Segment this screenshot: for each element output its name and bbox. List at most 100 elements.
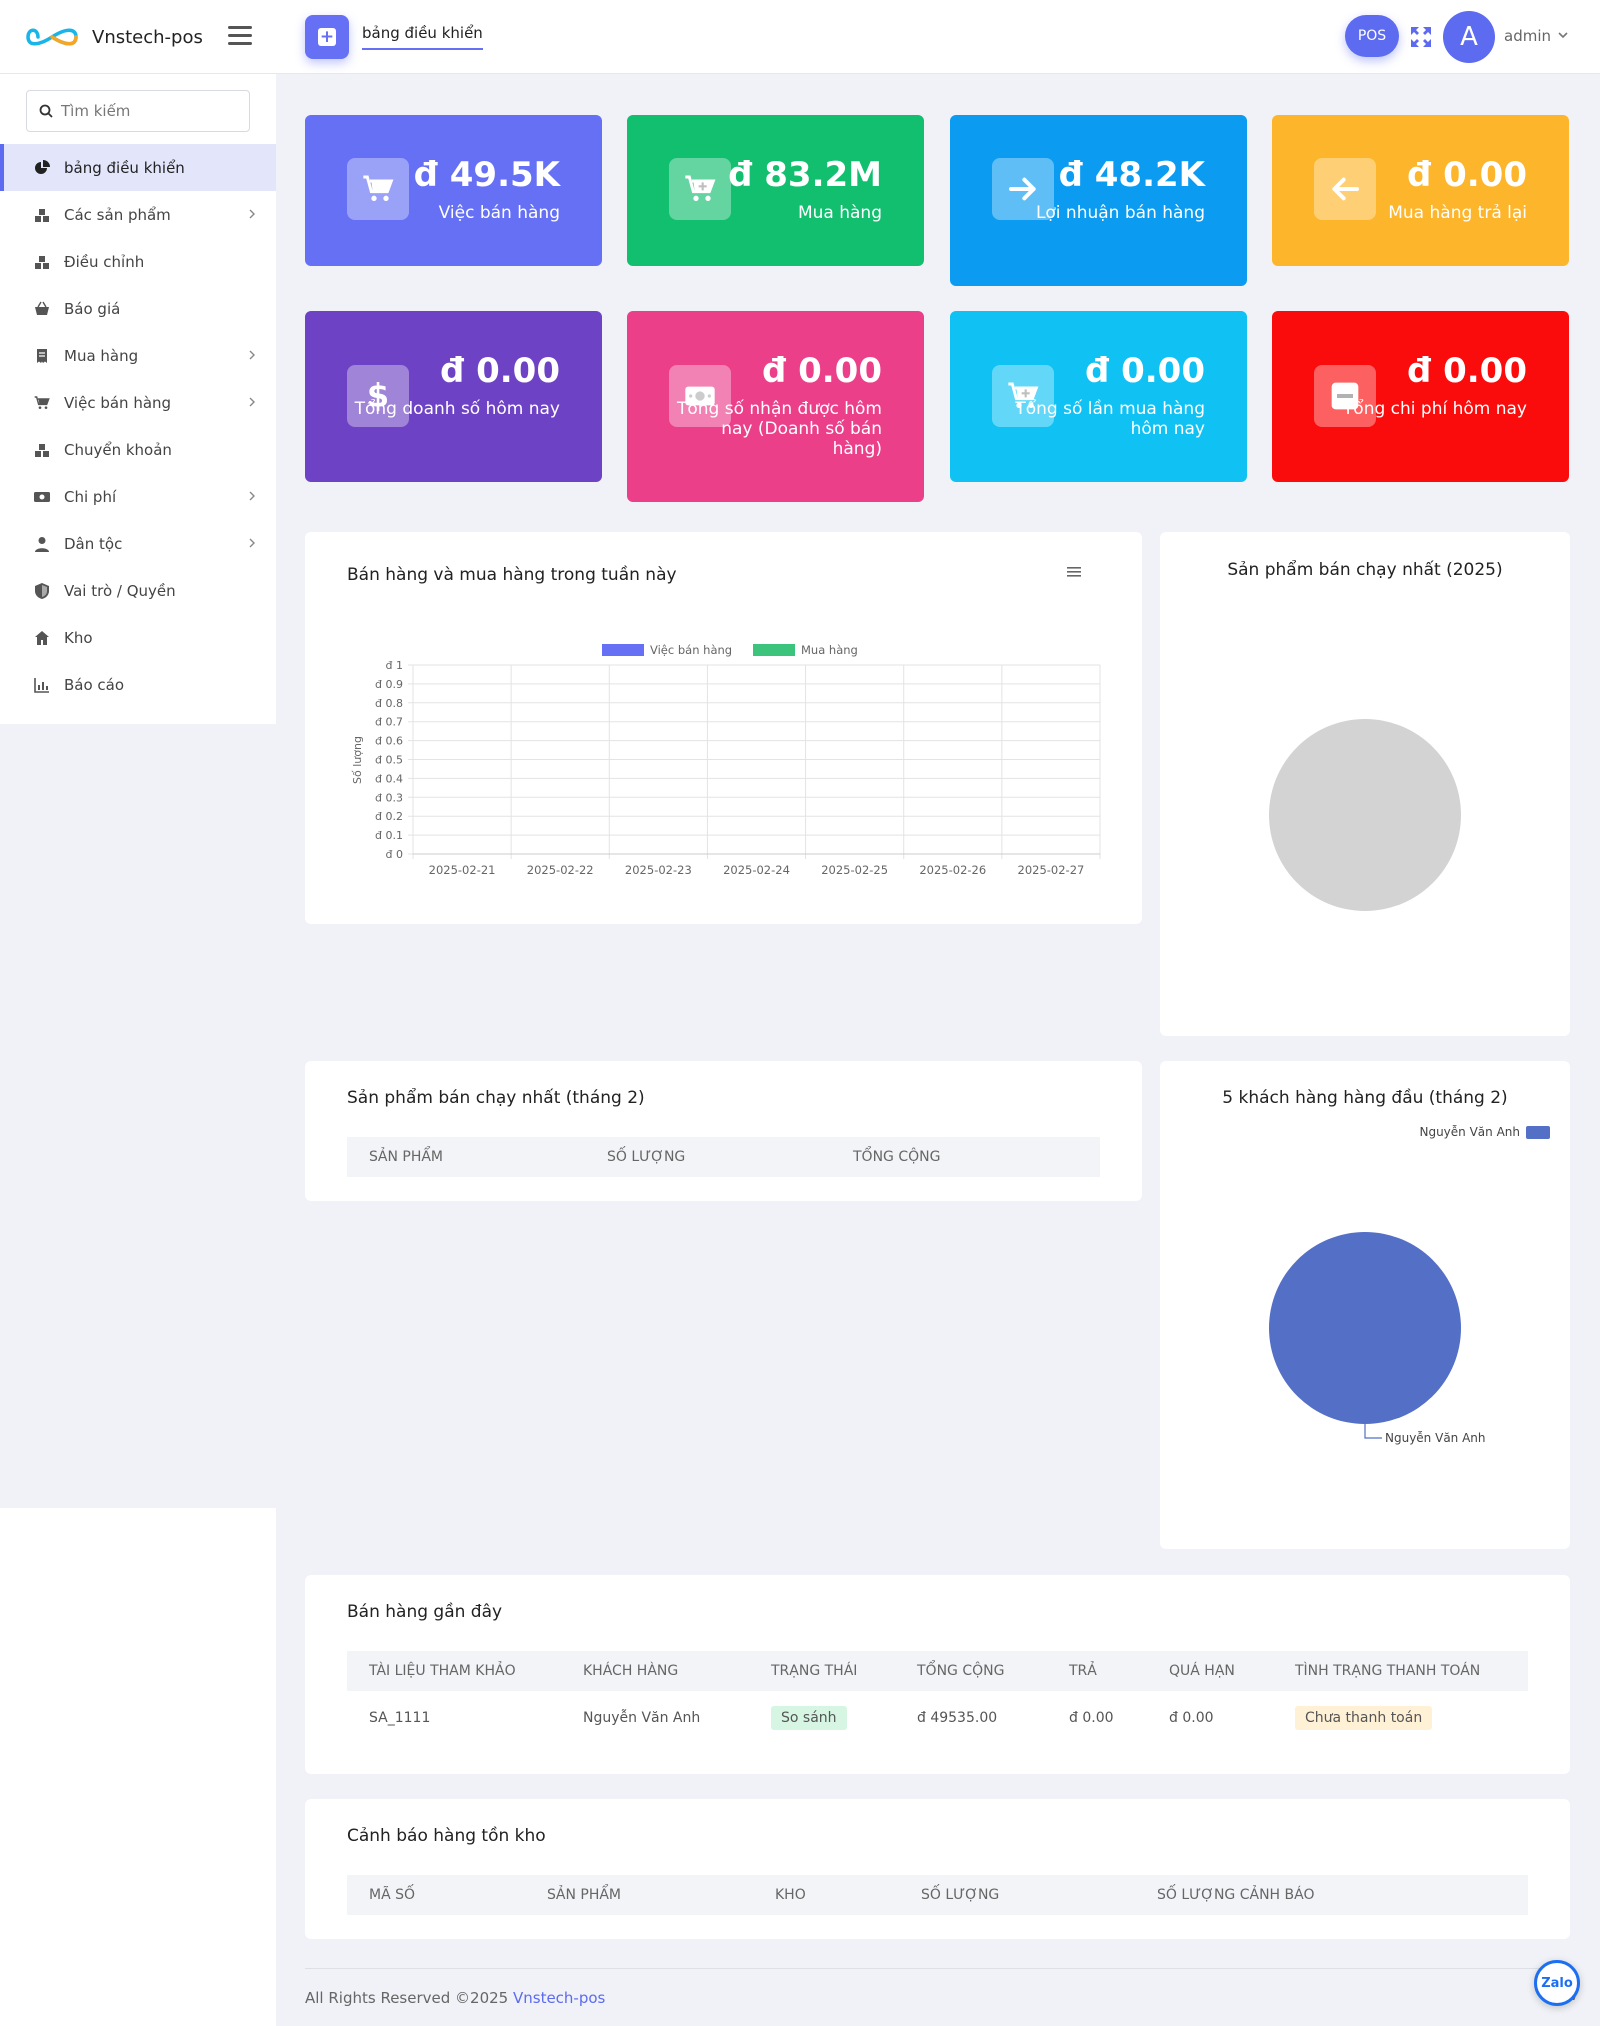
panel-title: Sản phẩm bán chạy nhất (2025) — [1227, 560, 1503, 580]
stat-card[interactable]: đ 83.2M Mua hàng — [627, 115, 924, 266]
column-header[interactable]: TRẢ — [1069, 1663, 1097, 1679]
stat-label: Lợi nhuận bán hàng — [1035, 203, 1205, 223]
legend-item[interactable]: Mua hàng — [753, 643, 858, 657]
arrow-right-icon — [992, 158, 1054, 220]
column-header[interactable]: SẢN PHẨM — [369, 1149, 444, 1165]
column-header[interactable]: KHO — [775, 1887, 806, 1903]
column-header[interactable]: TÌNH TRẠNG THANH TOÁN — [1295, 1663, 1481, 1679]
tab-dashboard[interactable]: bảng điều khiển — [362, 24, 483, 50]
stat-label: Việc bán hàng — [438, 203, 560, 223]
search-input[interactable]: Tìm kiếm — [26, 90, 250, 132]
sidebar-item[interactable]: Chi phí — [0, 473, 276, 520]
stat-card[interactable]: đ 0.00 Tổng số nhận được hôm nay (Doanh s… — [627, 311, 924, 502]
menu-toggle-icon[interactable] — [228, 26, 252, 46]
y-tick-label: đ 1 — [386, 659, 403, 672]
stat-card[interactable]: đ 0.00 Mua hàng trả lại — [1272, 115, 1569, 266]
x-tick-label: 2025-02-22 — [527, 863, 594, 877]
panel-title: Cảnh báo hàng tồn kho — [347, 1826, 546, 1846]
sidebar-background — [0, 1508, 276, 2026]
column-header[interactable]: SỐ LƯỢNG CẢNH BÁO — [1157, 1887, 1315, 1903]
label-leader-line — [1364, 1424, 1382, 1439]
cart-plus-icon — [669, 158, 731, 220]
stat-label: Tổng doanh số hôm nay — [354, 399, 560, 419]
column-header[interactable]: KHÁCH HÀNG — [583, 1663, 679, 1679]
money-icon — [34, 489, 50, 505]
column-header[interactable]: TRẠNG THÁI — [771, 1663, 858, 1679]
stat-card[interactable]: đ 49.5K Việc bán hàng — [305, 115, 602, 266]
sale-total: đ 49535.00 — [917, 1710, 998, 1726]
stat-value: đ 83.2M — [728, 155, 882, 195]
column-header[interactable]: SỐ LƯỢNG — [607, 1149, 686, 1165]
stat-card[interactable]: $ đ 0.00 Tổng doanh số hôm nay — [305, 311, 602, 482]
app-name: Vnstech-pos — [92, 26, 203, 48]
sidebar-item[interactable]: Việc bán hàng — [0, 379, 276, 426]
column-header[interactable]: QUÁ HẠN — [1169, 1663, 1235, 1679]
y-tick-label: đ 0.7 — [375, 716, 403, 729]
stat-card[interactable]: đ 0.00 Tổng số lần mua hàng hôm nay — [950, 311, 1247, 482]
sale-paid: đ 0.00 — [1069, 1710, 1114, 1726]
y-tick-label: đ 0.4 — [375, 772, 403, 785]
sale-reference[interactable]: SA_1111 — [369, 1710, 431, 1726]
stat-label: Tổng chi phí hôm nay — [1342, 399, 1527, 419]
zalo-chat-button[interactable]: Zalo — [1534, 1960, 1580, 2006]
column-header[interactable]: TỔNG CỘNG — [917, 1663, 1005, 1679]
chart-menu-icon[interactable] — [1067, 566, 1081, 578]
weekly-bar-chart: đ 0 đ 0.1 đ 0.2 đ 0.3 đ 0.4 đ 0.5 đ 0.6 đ 0.7 đ … — [351, 643, 1101, 877]
x-tick-label: 2025-02-26 — [919, 863, 986, 877]
stat-label: Tổng số nhận được hôm nay (Doanh số bán … — [676, 399, 882, 459]
footer-text: All Rights Reserved ©2025 — [305, 1989, 509, 2007]
stat-value: đ 0.00 — [761, 351, 882, 391]
fullscreen-icon[interactable] — [1410, 26, 1432, 48]
x-tick-label: 2025-02-21 — [429, 863, 496, 877]
sidebar-item[interactable]: Mua hàng — [0, 332, 276, 379]
stat-value: đ 0.00 — [1406, 351, 1527, 391]
sidebar-item[interactable]: bảng điều khiển — [0, 144, 276, 191]
avatar[interactable]: A — [1443, 11, 1495, 63]
sidebar-item-label: Kho — [64, 628, 93, 647]
legend-label: Mua hàng — [801, 643, 858, 657]
arrow-left-icon — [1314, 158, 1376, 220]
pos-button[interactable]: POS — [1345, 15, 1399, 57]
table-header: SẢN PHẨM SỐ LƯỢNG TỔNG CỘNG — [347, 1137, 1100, 1177]
sidebar-nav: bảng điều khiển Các sản phẩm Điều chỉnh Báo… — [0, 144, 276, 718]
sidebar-item[interactable]: Điều chỉnh — [0, 238, 276, 285]
status-badge: So sánh — [771, 1706, 847, 1730]
app-logo[interactable]: Vnstech-pos — [24, 22, 203, 52]
search-placeholder: Tìm kiếm — [61, 102, 131, 120]
panel-title: Bán hàng gần đây — [347, 1602, 503, 1622]
stat-card[interactable]: đ 0.00 Tổng chi phí hôm nay — [1272, 311, 1569, 482]
sidebar-item[interactable]: Báo cáo — [0, 661, 276, 708]
chevron-down-icon[interactable] — [1558, 30, 1568, 40]
legend-item[interactable]: Việc bán hàng — [602, 643, 732, 657]
sidebar-item[interactable]: Kho — [0, 614, 276, 661]
pie-slice[interactable] — [1269, 719, 1461, 911]
column-header[interactable]: TÀI LIỆU THAM KHẢO — [369, 1663, 516, 1679]
column-header[interactable]: SỐ LƯỢNG — [921, 1887, 1000, 1903]
x-tick-label: 2025-02-25 — [821, 863, 888, 877]
legend-swatch[interactable] — [1526, 1126, 1550, 1139]
sidebar-item[interactable]: Báo giá — [0, 285, 276, 332]
bar-chart-icon — [34, 677, 50, 693]
sidebar-item[interactable]: Dân tộc — [0, 520, 276, 567]
add-tab-button[interactable]: + — [305, 15, 349, 59]
legend-label: Việc bán hàng — [650, 643, 732, 657]
pie-slice[interactable] — [1269, 1232, 1461, 1424]
sidebar-item[interactable]: Các sản phẩm — [0, 191, 276, 238]
sidebar-item[interactable]: Vai trò / Quyền — [0, 567, 276, 614]
sidebar-item[interactable]: Chuyển khoản — [0, 426, 276, 473]
top-products-pie-chart — [1269, 719, 1461, 911]
x-tick-label: 2025-02-23 — [625, 863, 692, 877]
top-customers-panel: 5 khách hàng hàng đầu (tháng 2) Nguyễn V… — [1160, 1061, 1570, 1549]
footer-brand-link[interactable]: Vnstech-pos — [512, 1989, 606, 2007]
column-header[interactable]: MÃ SỐ — [369, 1887, 416, 1903]
column-header[interactable]: TỔNG CỘNG — [853, 1149, 941, 1165]
stat-card[interactable]: đ 48.2K Lợi nhuận bán hàng — [950, 115, 1247, 286]
table-header: TÀI LIỆU THAM KHẢO KHÁCH HÀNG TRẠNG THÁI… — [347, 1651, 1528, 1691]
sidebar-item-label: Việc bán hàng — [64, 393, 172, 412]
boxes-icon — [34, 207, 50, 223]
sidebar-item-label: Chi phí — [64, 487, 117, 506]
column-header[interactable]: SẢN PHẨM — [547, 1887, 622, 1903]
legend-swatch — [753, 644, 795, 656]
user-name[interactable]: admin — [1504, 27, 1551, 45]
legend-label: Nguyễn Văn Anh — [1419, 1125, 1520, 1139]
